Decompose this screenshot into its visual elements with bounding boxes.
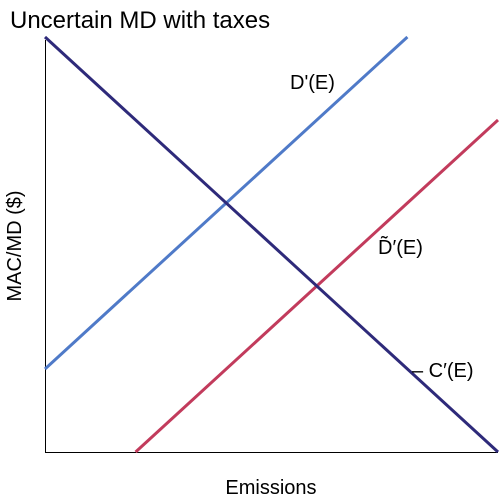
series-label-d-tilde-prime: D̃′(E) [378,236,423,259]
series-label-d-prime: D'(E) [290,72,335,94]
x-axis-label: Emissions [225,477,316,499]
series-layer [43,35,500,454]
series-line-neg-c-prime [43,35,500,454]
chart-title: Uncertain MD with taxes [10,7,270,34]
series-label-neg-c-prime: – C′(E) [412,360,474,382]
y-axis-label: MAC/MD ($) [4,190,26,301]
